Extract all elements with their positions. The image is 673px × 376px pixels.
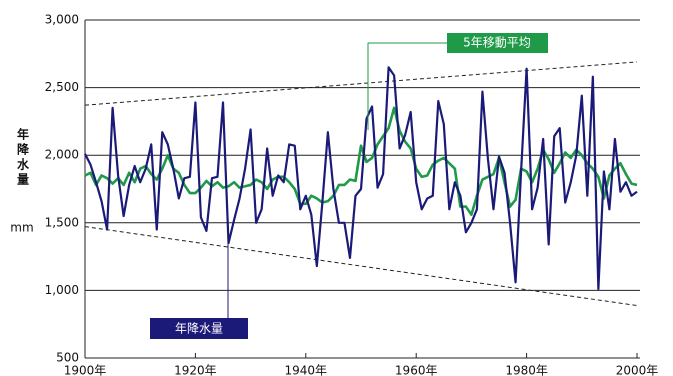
legend-box xyxy=(150,318,248,339)
y-tick-label: 3,000 xyxy=(45,13,79,27)
y-tick-label: 1,000 xyxy=(45,283,79,297)
x-tick-label: 1900年 xyxy=(64,364,107,376)
x-tick-label: 1960年 xyxy=(395,364,438,376)
series-line xyxy=(84,66,638,291)
y-tick-label: 2,000 xyxy=(45,148,79,162)
y-tick-label: 2,500 xyxy=(45,80,79,94)
trend-line xyxy=(84,61,638,106)
x-tick-label: 2000年 xyxy=(616,364,659,376)
y-axis-label: 年降水量 xyxy=(16,127,30,188)
legend-label: 年降水量 xyxy=(175,322,223,336)
legend-box xyxy=(447,33,548,53)
x-tick-label: 1920年 xyxy=(174,364,217,376)
callout-line xyxy=(367,42,447,130)
y-tick-label: 1,500 xyxy=(45,215,79,229)
series-line xyxy=(84,106,638,216)
y-tick-label: 500 xyxy=(56,351,79,365)
x-tick-label: 1940年 xyxy=(285,364,328,376)
trend-line xyxy=(84,226,638,307)
legend-label: 5年移動平均 xyxy=(463,36,531,50)
y-axis-unit: mm xyxy=(10,221,33,235)
x-tick-label: 1980年 xyxy=(505,364,548,376)
